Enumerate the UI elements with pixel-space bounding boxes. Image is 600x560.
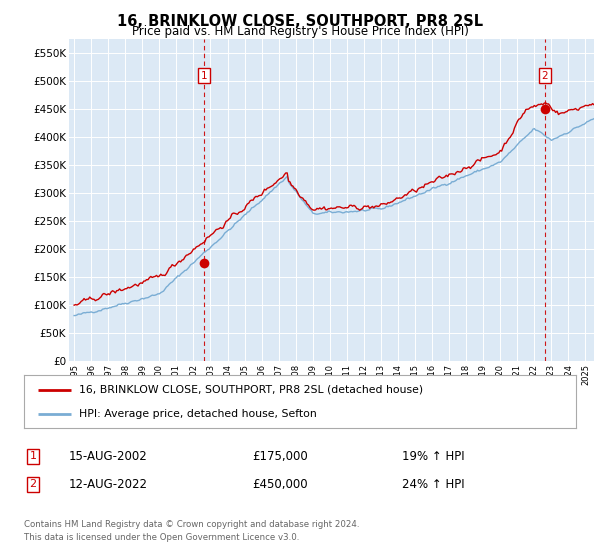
Text: 1: 1 bbox=[29, 451, 37, 461]
Text: 16, BRINKLOW CLOSE, SOUTHPORT, PR8 2SL: 16, BRINKLOW CLOSE, SOUTHPORT, PR8 2SL bbox=[117, 14, 483, 29]
Text: Price paid vs. HM Land Registry's House Price Index (HPI): Price paid vs. HM Land Registry's House … bbox=[131, 25, 469, 38]
Text: Contains HM Land Registry data © Crown copyright and database right 2024.: Contains HM Land Registry data © Crown c… bbox=[24, 520, 359, 529]
Text: 2: 2 bbox=[29, 479, 37, 489]
Text: 15-AUG-2002: 15-AUG-2002 bbox=[69, 450, 148, 463]
Text: 12-AUG-2022: 12-AUG-2022 bbox=[69, 478, 148, 491]
Text: 24% ↑ HPI: 24% ↑ HPI bbox=[402, 478, 464, 491]
Text: £175,000: £175,000 bbox=[252, 450, 308, 463]
Text: 1: 1 bbox=[201, 71, 208, 81]
Text: 16, BRINKLOW CLOSE, SOUTHPORT, PR8 2SL (detached house): 16, BRINKLOW CLOSE, SOUTHPORT, PR8 2SL (… bbox=[79, 385, 424, 395]
Text: HPI: Average price, detached house, Sefton: HPI: Average price, detached house, Seft… bbox=[79, 409, 317, 419]
Text: 19% ↑ HPI: 19% ↑ HPI bbox=[402, 450, 464, 463]
Text: £450,000: £450,000 bbox=[252, 478, 308, 491]
Text: This data is licensed under the Open Government Licence v3.0.: This data is licensed under the Open Gov… bbox=[24, 533, 299, 542]
Text: 2: 2 bbox=[542, 71, 548, 81]
